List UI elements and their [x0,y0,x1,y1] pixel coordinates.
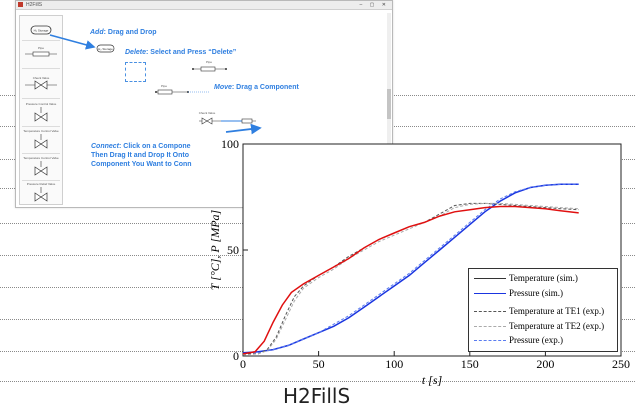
move-text: : Drag a Component [231,84,299,91]
legend-label: Temperature at TE2 (exp.) [509,321,605,331]
valve-icon [34,187,48,202]
axis-ticks: 0 50 100 150 200 250 0 50 100 [221,137,630,371]
move-annotation: Move: Drag a Component [214,84,299,91]
legend-swatch [474,326,506,327]
divider [22,126,60,127]
add-verb: Add [90,29,104,36]
legend-swatch [474,311,506,312]
connect-text-1: : Click on a Compone [119,143,191,150]
palette-item-pressure-control-valve[interactable]: Pressure Control Valve [23,102,59,123]
valve-icon [34,161,48,176]
storage-icon: H₂ Storage [30,25,52,35]
valve-icon [34,107,48,122]
y-tick-label: 0 [233,349,239,363]
palette-pipe-label: Pipe [37,46,44,50]
x-tick-label: 50 [313,357,325,371]
legend-item: Pressure (exp.) [469,334,617,346]
caption: H2FillS [283,384,351,408]
chart-legend: Temperature (sim.) Pressure (sim.) Tempe… [468,268,618,352]
series-line-4 [242,183,579,355]
guide-line [0,381,635,382]
x-tick-label: 0 [240,357,246,371]
vertical-scrollbar[interactable] [387,13,391,205]
add-annotation: Add: Drag and Drop [90,29,157,36]
add-text: : Drag and Drop [103,29,157,36]
divider [22,68,60,69]
x-tick-label: 250 [612,357,630,371]
legend-label: Pressure (exp.) [509,335,563,345]
series-layer [242,183,579,356]
palette-item-storage[interactable]: H₂ Storage [23,24,59,37]
move-verb: Move [214,84,232,91]
connect-text-2: Then Drag It and Drop It Onto [91,152,189,159]
delete-annotation: Delete: Select and Press “Delete” [125,49,236,56]
palette-item-check-valve[interactable]: Check Valve [23,76,59,91]
y-tick-label: 50 [227,243,239,257]
app-icon [18,2,23,7]
window-controls[interactable]: – ▢ ✕ [359,2,389,8]
series-line-0 [242,205,579,355]
delete-verb: Delete [125,49,147,56]
scrollbar-thumb[interactable] [387,89,391,119]
selection-box [125,62,146,82]
palette-item-temperature-control-valve-2[interactable]: Temperature Control Valve [23,156,59,177]
palette-item-pressure-relief-valve[interactable]: Pressure Relief Valve [23,182,59,203]
legend-swatch [474,293,506,294]
legend-label: Pressure (sim.) [509,288,563,298]
divider [22,98,60,99]
x-axis-label: t [s] [422,373,443,387]
component-palette: H₂ Storage Pipe Check Valve Pressure Con… [19,15,63,205]
divider [22,153,60,154]
connect-text-3: Component You Want to Conn [91,161,192,168]
y-tick-label: 100 [221,137,239,151]
palette-item-temperature-control-valve[interactable]: Temperature Control Valve [23,129,59,150]
x-tick-label: 150 [461,357,479,371]
palette-item-pipe[interactable]: Pipe [23,46,59,59]
legend-swatch [474,278,506,279]
palette-pcv-label: Pressure Control Valve [25,102,57,106]
palette-tcv2-label: Temperature Control Valve [23,156,59,160]
palette-prv-label: Pressure Relief Valve [26,182,56,186]
series-line-2 [243,202,579,355]
pipe-icon [25,51,57,57]
palette-tcv-label: Temperature Control Valve [23,129,59,133]
valve-icon [34,134,48,149]
legend-swatch [474,340,506,341]
y-axis-label: T [°C], P [MPa] [208,209,222,290]
series-line-3 [242,202,579,356]
palette-check-valve-label: Check Valve [32,76,50,80]
palette-storage-label: H₂ Storage [34,29,49,33]
legend-item: Temperature (sim.) [469,272,617,284]
legend-item: Pressure (sim.) [469,287,617,299]
check-valve-icon [25,80,57,90]
delete-text: : Select and Press “Delete” [146,49,237,56]
divider [22,40,60,41]
connect-verb: Connect [91,143,119,150]
divider [22,180,60,181]
legend-label: Temperature (sim.) [509,273,578,283]
legend-item: Temperature at TE1 (exp.) [469,305,617,317]
x-tick-label: 200 [536,357,554,371]
window-title: H2FillS [26,2,43,8]
x-tick-label: 100 [385,357,403,371]
legend-item: Temperature at TE2 (exp.) [469,320,617,332]
title-bar: H2FillS – ▢ ✕ [16,1,392,10]
legend-label: Temperature at TE1 (exp.) [509,306,605,316]
connect-annotation: Connect: Click on a Compone Then Drag It… [91,142,192,169]
